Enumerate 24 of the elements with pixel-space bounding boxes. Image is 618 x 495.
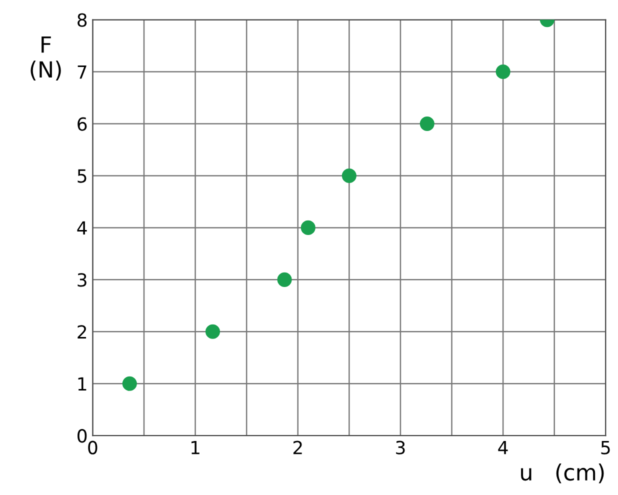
point <box>277 272 292 287</box>
point <box>205 324 220 339</box>
x-tick-label: 3 <box>396 440 405 454</box>
point <box>122 376 137 391</box>
y-tick-label: 3 <box>78 273 86 287</box>
x-axis-title: u (cm) <box>521 464 604 484</box>
y-tick-label: 0 <box>78 429 87 443</box>
x-tick-label: 4 <box>498 441 508 454</box>
y-tick-label: 8 <box>78 13 87 27</box>
x-tick-label: 0 <box>88 440 98 454</box>
x-tick-label: 1 <box>192 441 200 454</box>
point <box>342 168 356 184</box>
y-tick-label: 5 <box>78 169 86 183</box>
point <box>496 64 510 80</box>
x-tick-label: 2 <box>293 440 302 454</box>
point <box>300 220 316 235</box>
x-tick-label: 5 <box>601 441 610 454</box>
y-tick-label: 7 <box>78 65 86 79</box>
y-tick-label: 6 <box>78 117 87 131</box>
point <box>420 116 434 132</box>
y-tick-label: 2 <box>78 325 86 339</box>
y-axis-title: F (N) <box>30 36 61 80</box>
y-tick-label: 4 <box>77 221 87 235</box>
y-tick-label: 1 <box>78 377 86 390</box>
